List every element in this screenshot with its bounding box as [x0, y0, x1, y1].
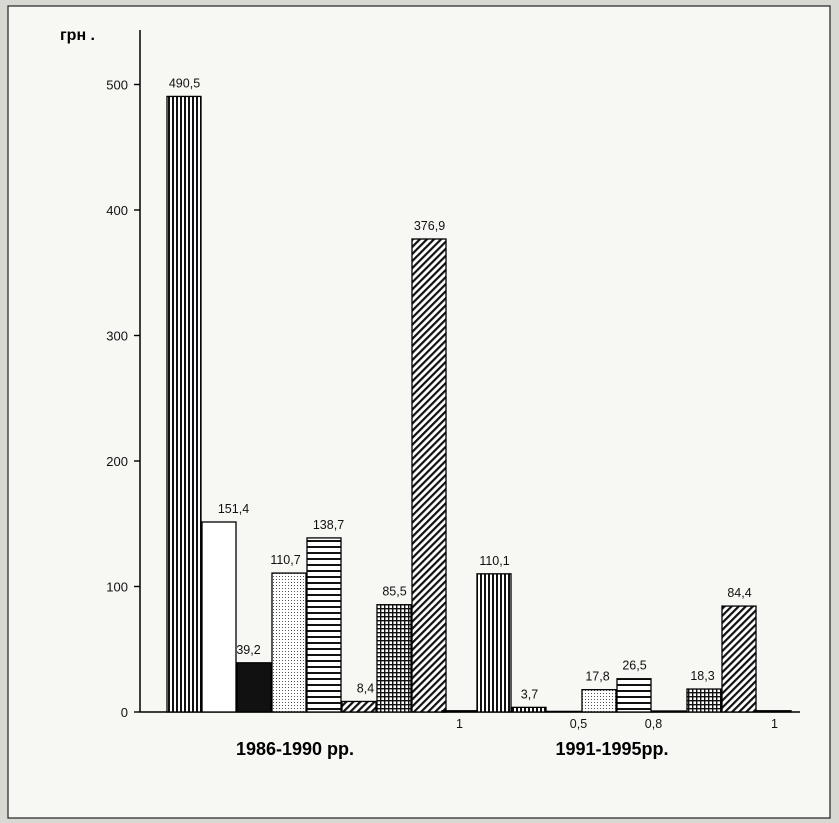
bar-value-label: 3,7: [521, 687, 538, 701]
y-tick-label: 300: [106, 329, 128, 344]
y-tick-label: 100: [106, 580, 128, 595]
bar: [306, 537, 342, 713]
bar-value-label: 85,5: [382, 585, 406, 599]
bar: [651, 710, 687, 713]
bar: [166, 95, 202, 713]
bar-value-label: 17,8: [585, 670, 609, 684]
y-tick-label: 0: [121, 705, 128, 720]
bar: [756, 710, 792, 713]
bar: [341, 700, 377, 713]
bar: [376, 604, 412, 713]
bar-value-label: 18,3: [690, 669, 714, 683]
bar-value-label: 0,5: [570, 717, 587, 731]
bar: [476, 573, 512, 713]
value-labels-layer: 490,5 151,4 39,2 110,7 138,7 8,4 85,5 376,9 1 110…: [169, 76, 778, 731]
bar-value-label: 151,4: [218, 502, 249, 516]
bar: [721, 605, 757, 713]
y-axis-ticks: 0 100 200 300 400 500: [106, 78, 140, 720]
bar: [511, 706, 547, 713]
bar-value-label: 39,2: [236, 643, 260, 657]
bar-value-label: 110,7: [270, 553, 300, 567]
bar-value-label: 1: [771, 717, 778, 731]
bar: [581, 689, 617, 713]
bar-value-label: 110,1: [479, 554, 509, 568]
bar-value-label: 0,8: [645, 717, 662, 731]
x-category-label-1991-1995: 1991-1995рр.: [555, 739, 668, 759]
bar: [686, 688, 722, 713]
bar-value-label: 376,9: [414, 219, 445, 233]
bar-value-label: 1: [456, 717, 463, 731]
bar-value-label: 8,4: [357, 681, 374, 695]
y-axis-unit-label: грн .: [60, 27, 95, 44]
bar-value-label: 84,4: [727, 586, 751, 600]
y-tick-label: 400: [106, 203, 128, 218]
bar-value-label: 138,7: [313, 518, 344, 532]
bar: [546, 710, 582, 713]
y-tick-label: 200: [106, 454, 128, 469]
bars-layer: [166, 95, 792, 713]
bar: [616, 678, 652, 713]
x-category-label-1986-1990: 1986-1990 рр.: [236, 739, 354, 759]
bar-value-label: 26,5: [622, 659, 646, 673]
bar-value-label: 490,5: [169, 76, 200, 90]
bar: [236, 662, 272, 713]
bar: [411, 238, 447, 713]
bar: [271, 572, 307, 713]
bar: [201, 521, 237, 713]
bar: [441, 710, 477, 713]
y-tick-label: 500: [106, 78, 128, 93]
